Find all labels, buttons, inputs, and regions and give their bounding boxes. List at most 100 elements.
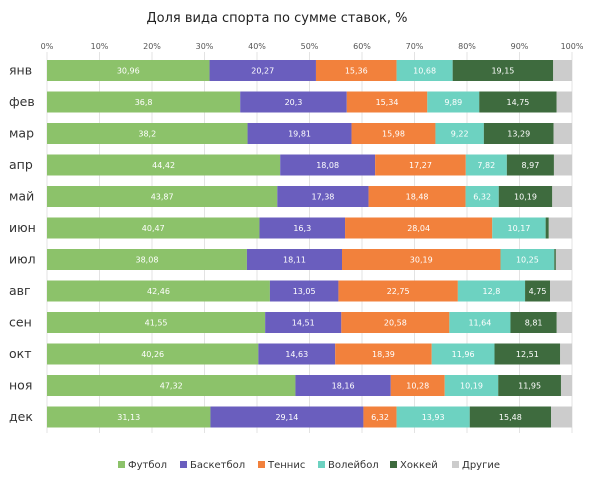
- data-label: 38,2: [138, 130, 156, 139]
- data-label: 44,42: [152, 161, 175, 170]
- bar-segment: [449, 312, 511, 333]
- category-label: фев: [9, 94, 35, 109]
- bar-segment: [363, 406, 397, 428]
- x-tick-label: 90%: [511, 42, 529, 51]
- bar-segment: [483, 123, 554, 144]
- bar-segment: [338, 280, 458, 302]
- data-label: 15,48: [499, 413, 522, 422]
- bar-segment: [396, 60, 453, 81]
- x-tick-label: 80%: [458, 42, 476, 51]
- legend-swatch: [118, 461, 125, 468]
- data-label: 15,98: [382, 130, 405, 139]
- bar-segment: [457, 280, 526, 302]
- legend-label: Хоккей: [400, 460, 438, 471]
- bar-segment: [556, 91, 572, 113]
- bar-segment: [556, 312, 572, 333]
- bar-segment: [550, 280, 572, 302]
- bar-segment: [506, 154, 554, 176]
- legend: Футбол Баскетбол Теннис Волейбол Хоккей Други…: [118, 460, 500, 471]
- bar-segment: [341, 249, 501, 270]
- bar-segment: [47, 154, 281, 176]
- category-label: дек: [9, 409, 33, 424]
- data-label: 20,58: [384, 319, 407, 328]
- data-label: 13,05: [293, 287, 316, 296]
- bar-segment: [452, 60, 554, 81]
- x-tick-label: 100%: [561, 42, 584, 51]
- data-label: 19,15: [491, 67, 514, 76]
- legend-swatch: [180, 461, 187, 468]
- bar-segment: [47, 375, 296, 396]
- legend-swatch: [390, 461, 397, 468]
- data-label: 11,64: [468, 319, 491, 328]
- bar-segment: [269, 280, 339, 302]
- data-label: 29,14: [275, 413, 298, 422]
- bar-segment: [553, 60, 572, 81]
- chart-title: Доля вида спорта по сумме ставок, %: [146, 11, 407, 26]
- data-label: 9,89: [444, 98, 462, 107]
- data-label: 14,51: [292, 319, 315, 328]
- bar-segment: [47, 312, 266, 333]
- data-label: 10,68: [413, 67, 436, 76]
- category-label: окт: [9, 346, 31, 361]
- bar-segment: [277, 186, 369, 207]
- bar-segment: [525, 280, 551, 302]
- bar-segment: [47, 60, 210, 81]
- bar-segment: [555, 249, 572, 270]
- bar-segment: [465, 154, 507, 176]
- bar-segment: [47, 186, 278, 207]
- bar-segment: [560, 375, 572, 396]
- data-label: 6,32: [371, 413, 389, 422]
- bar-segment: [431, 343, 495, 365]
- data-label: 10,17: [507, 224, 530, 233]
- bar-segment: [444, 375, 499, 396]
- category-labels: янв фев мар апр май июн июл авг сен окт ноя дек: [9, 63, 36, 425]
- x-tick-label: 20%: [143, 42, 161, 51]
- bar-segment: [465, 186, 499, 207]
- bar-segment: [375, 154, 466, 176]
- bar-segment: [435, 123, 484, 144]
- bar-segment: [265, 312, 342, 333]
- bar-segment: [554, 249, 556, 270]
- data-label: 10,25: [516, 256, 539, 265]
- bar-segment: [47, 123, 248, 144]
- data-label: 14,63: [285, 350, 308, 359]
- bar-segment: [351, 123, 436, 144]
- bar-segment: [247, 123, 352, 144]
- data-label: 17,38: [311, 193, 334, 202]
- data-label: 22,75: [387, 287, 410, 296]
- data-label: 13,29: [507, 130, 530, 139]
- data-label: 28,04: [407, 224, 430, 233]
- data-label: 36,8: [135, 98, 153, 107]
- category-label: янв: [9, 63, 32, 78]
- data-label: 10,19: [460, 382, 483, 391]
- bar-segment: [345, 217, 493, 239]
- data-label: 47,32: [160, 382, 183, 391]
- data-label: 40,47: [142, 224, 165, 233]
- data-label: 11,96: [452, 350, 475, 359]
- data-label: 18,16: [332, 382, 355, 391]
- bar-segment: [259, 217, 346, 239]
- data-label: 9,22: [451, 130, 469, 139]
- bar-segment: [295, 375, 391, 396]
- data-label: 11,95: [518, 382, 541, 391]
- bar-segment: [335, 343, 432, 365]
- bar-segment: [498, 186, 553, 207]
- bar-segment: [427, 91, 480, 113]
- data-label: 15,36: [345, 67, 368, 76]
- data-label: 8,81: [525, 319, 543, 328]
- data-label: 38,08: [136, 256, 159, 265]
- bar-segment: [551, 406, 572, 428]
- gridlines: [46, 52, 573, 433]
- legend-swatch: [318, 461, 325, 468]
- data-label: 30,96: [117, 67, 140, 76]
- bar-segment: [368, 186, 466, 207]
- data-label: 14,75: [506, 98, 529, 107]
- data-label: 20,3: [285, 98, 303, 107]
- bar-segment: [240, 91, 347, 113]
- data-label: 18,39: [372, 350, 395, 359]
- bar-segment: [47, 91, 241, 113]
- bar-segment: [545, 217, 549, 239]
- data-label: 17,27: [409, 161, 432, 170]
- bar-segment: [498, 375, 561, 396]
